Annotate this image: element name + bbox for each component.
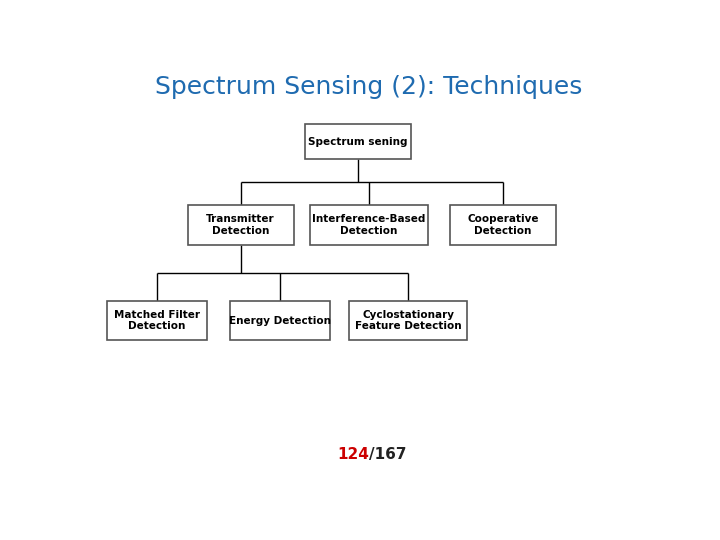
FancyBboxPatch shape: [349, 301, 467, 340]
FancyBboxPatch shape: [230, 301, 330, 340]
Text: Spectrum Sensing (2): Techniques: Spectrum Sensing (2): Techniques: [156, 75, 582, 99]
Text: Energy Detection: Energy Detection: [229, 315, 330, 326]
Text: 124: 124: [337, 447, 369, 462]
Text: Cooperative
Detection: Cooperative Detection: [467, 214, 539, 235]
Text: Transmitter
Detection: Transmitter Detection: [207, 214, 275, 235]
FancyBboxPatch shape: [107, 301, 207, 340]
FancyBboxPatch shape: [305, 124, 411, 159]
Text: Matched Filter
Detection: Matched Filter Detection: [114, 310, 200, 332]
FancyBboxPatch shape: [188, 205, 294, 245]
Text: /167: /167: [369, 447, 407, 462]
Text: Spectrum sening: Spectrum sening: [308, 137, 408, 147]
Text: Interference-Based
Detection: Interference-Based Detection: [312, 214, 426, 235]
Text: Cyclostationary
Feature Detection: Cyclostationary Feature Detection: [355, 310, 462, 332]
FancyBboxPatch shape: [310, 205, 428, 245]
FancyBboxPatch shape: [450, 205, 556, 245]
